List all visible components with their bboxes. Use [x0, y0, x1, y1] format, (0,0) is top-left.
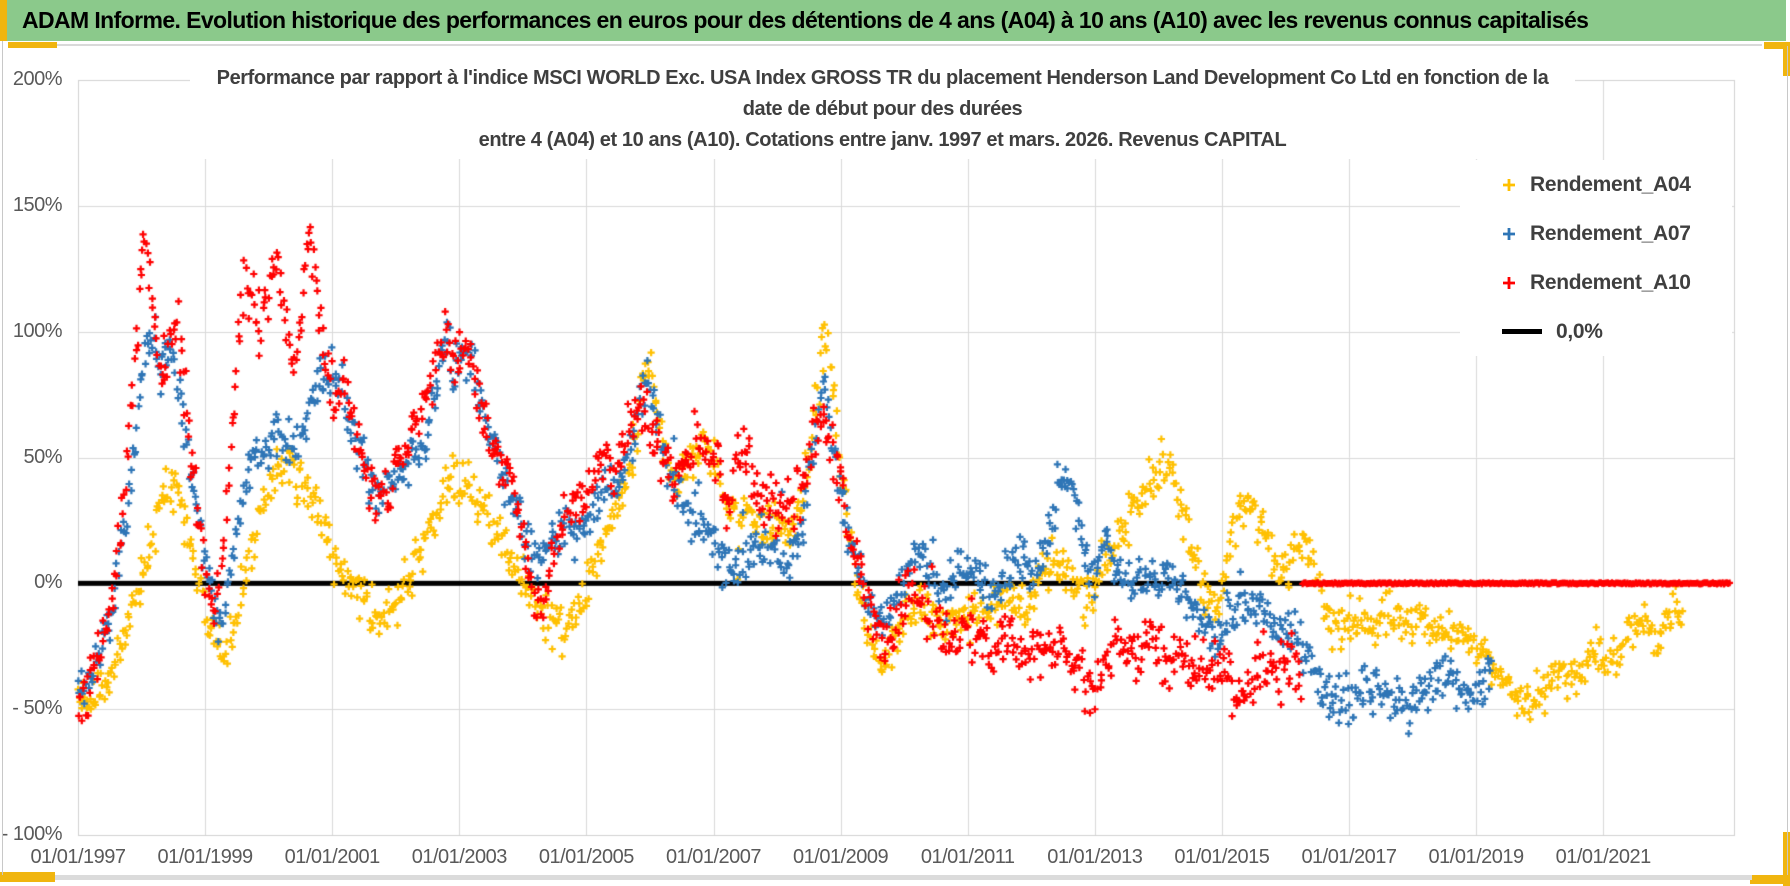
plus-marker-icon [1503, 178, 1515, 191]
y-tick-label: 150% [12, 193, 63, 216]
legend-label: Rendement_A04 [1530, 172, 1691, 196]
line-marker-icon [1502, 329, 1542, 334]
chart-title-line-2: date de début pour des durées [742, 98, 1023, 120]
legend-label: Rendement_A07 [1530, 221, 1691, 245]
chart-title-line-3: entre 4 (A04) et 10 ans (A10). Cotations… [478, 129, 1287, 151]
gold-accent-header-left [0, 0, 7, 41]
gold-accent-dash-top-left [8, 42, 57, 48]
x-tick-label: 01/01/2003 [411, 846, 508, 868]
legend-item-rendement-a10: Rendement_A10 [1460, 258, 1732, 307]
under-header-divider [57, 44, 1762, 46]
page-border-left [2, 41, 3, 875]
x-tick-label: 01/01/2011 [920, 846, 1015, 868]
x-tick-label: 01/01/2015 [1174, 846, 1270, 868]
page-border-right [1787, 46, 1788, 875]
chart-title-line-1: Performance par rapport à l'indice MSCI … [216, 67, 1549, 89]
x-tick-label: 01/01/1999 [157, 846, 254, 868]
gold-accent-corner-top-right-v [1783, 42, 1790, 76]
legend-label: 0,0% [1556, 319, 1603, 343]
legend-item-0-0-: 0,0% [1460, 307, 1732, 356]
chart-legend: Rendement_A04 Rendement_A07 Rendement_A10 0… [1460, 160, 1732, 356]
plus-marker-icon [1503, 276, 1515, 289]
y-tick-label: - 50% [12, 697, 62, 720]
y-tick-label: 50% [23, 445, 62, 468]
y-tick-label: 100% [12, 319, 63, 342]
legend-item-rendement-a04: Rendement_A04 [1460, 160, 1732, 209]
gold-accent-corner-bottom-right-v [1783, 832, 1790, 886]
x-tick-label: 01/01/2009 [793, 846, 889, 868]
legend-item-rendement-a07: Rendement_A07 [1460, 209, 1732, 258]
bottom-divider-strip [55, 875, 1752, 880]
plus-marker-icon [1503, 227, 1515, 240]
y-tick-label: - 100% [1, 823, 63, 845]
y-tick-label: 200% [12, 68, 63, 90]
gold-accent-corner-bottom-right-h [1750, 875, 1790, 884]
report-header-bar: ADAM Informe. Evolution historique des p… [6, 0, 1786, 41]
legend-label: Rendement_A10 [1530, 270, 1691, 294]
chart-title: Performance par rapport à l'indice MSCI … [190, 56, 1575, 159]
x-tick-label: 01/01/1997 [30, 846, 126, 868]
x-tick-label: 01/01/2013 [1047, 846, 1143, 868]
y-tick-label: 0% [34, 571, 62, 594]
report-header-title: ADAM Informe. Evolution historique des p… [22, 7, 1589, 33]
x-tick-label: 01/01/2019 [1428, 846, 1525, 868]
x-tick-label: 01/01/2005 [538, 846, 635, 868]
x-tick-label: 01/01/2021 [1555, 846, 1652, 868]
x-tick-label: 01/01/2007 [665, 846, 762, 868]
x-tick-label: 01/01/2017 [1301, 846, 1397, 868]
gold-accent-dash-bottom-left [0, 872, 55, 882]
x-tick-label: 01/01/2001 [284, 846, 381, 868]
gold-accent-corner-top-right-h [1764, 42, 1790, 49]
